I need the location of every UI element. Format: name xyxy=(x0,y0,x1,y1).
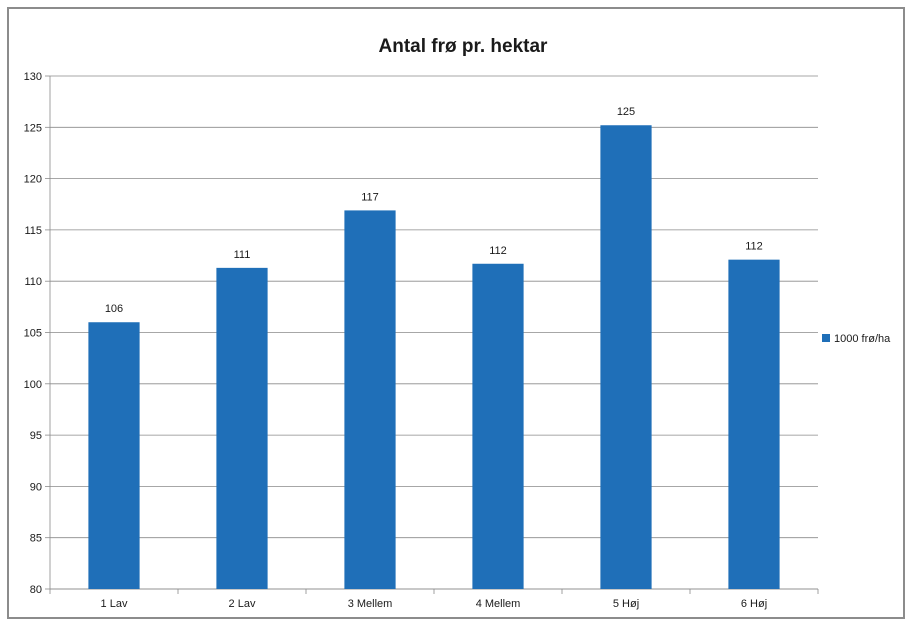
y-tick-label: 105 xyxy=(24,328,42,340)
y-tick-label: 130 xyxy=(24,71,42,83)
data-label: 125 xyxy=(617,106,635,118)
x-tick-label: 1 Lav xyxy=(101,598,128,610)
bar xyxy=(344,210,396,589)
legend-swatch xyxy=(822,334,830,342)
x-tick-label: 3 Mellem xyxy=(348,598,393,610)
y-tick-label: 120 xyxy=(24,174,42,186)
y-tick-label: 95 xyxy=(30,430,42,442)
y-tick-label: 90 xyxy=(30,481,42,493)
x-tick-label: 5 Høj xyxy=(613,598,639,610)
data-label: 117 xyxy=(361,191,379,203)
gridlines xyxy=(50,75,818,590)
y-tick-label: 115 xyxy=(24,225,42,237)
y-tick-label: 100 xyxy=(24,379,42,391)
bar xyxy=(600,125,652,590)
data-label: 106 xyxy=(105,303,123,315)
chart-title: Antal frø pr. hektar xyxy=(379,36,549,57)
axes: 80 85 90 95 100 105 110 115 120 125 130 1 Lav 2 Lav 3… xyxy=(24,71,819,610)
y-tick-label: 85 xyxy=(30,533,42,545)
bars: 106 111 117 112 125 112 xyxy=(88,106,780,590)
legend: 1000 frø/ha xyxy=(822,333,891,345)
bar xyxy=(472,263,524,589)
bar xyxy=(216,267,268,589)
x-tick-label: 4 Mellem xyxy=(476,598,521,610)
legend-label: 1000 frø/ha xyxy=(834,333,891,345)
x-tick-label: 2 Lav xyxy=(229,598,256,610)
bar xyxy=(728,259,780,589)
y-tick-label: 125 xyxy=(24,122,42,134)
x-tick-label: 6 Høj xyxy=(741,598,767,610)
bar xyxy=(88,322,140,589)
y-tick-label: 110 xyxy=(24,276,42,288)
y-tick-label: 80 xyxy=(30,584,42,596)
data-label: 112 xyxy=(745,241,763,253)
data-label: 112 xyxy=(489,245,507,257)
data-label: 111 xyxy=(234,249,251,261)
